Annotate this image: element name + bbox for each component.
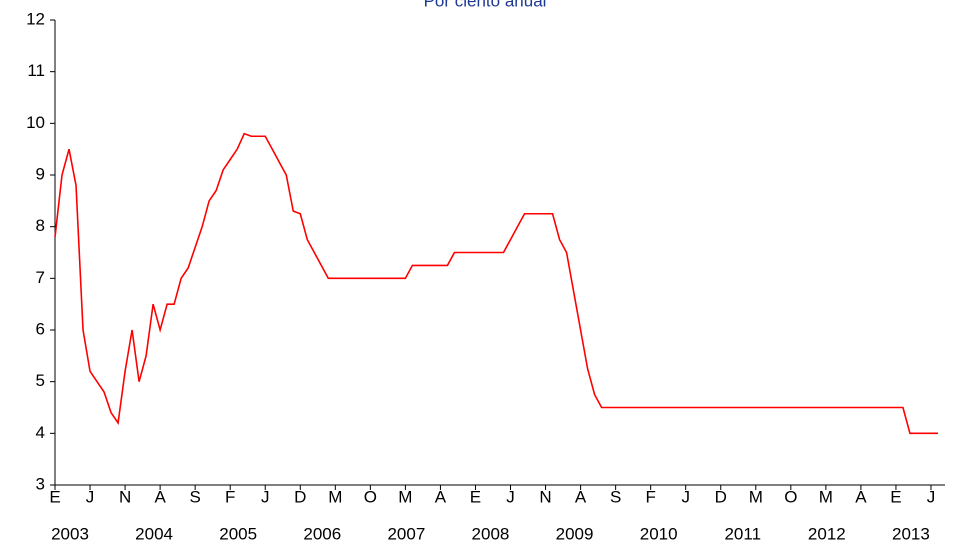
x-tick-label: A [855, 487, 867, 506]
x-tick-label: F [645, 487, 655, 506]
year-label: 2004 [135, 524, 173, 543]
x-tick-label: D [294, 487, 306, 506]
year-label: 2013 [892, 524, 930, 543]
x-tick-label: F [225, 487, 235, 506]
x-tick-label: N [539, 487, 551, 506]
year-label: 2006 [303, 524, 341, 543]
x-tick-label: E [890, 487, 901, 506]
y-tick-label: 5 [36, 371, 45, 390]
year-label: 2011 [724, 524, 761, 543]
y-tick-label: 9 [36, 164, 45, 183]
year-label: 2012 [808, 524, 846, 543]
year-label: 2007 [387, 524, 425, 543]
x-tick-label: D [715, 487, 727, 506]
year-label: 2008 [472, 524, 510, 543]
x-tick-label: J [681, 487, 690, 506]
year-label: 2003 [51, 524, 89, 543]
x-tick-label: O [364, 487, 377, 506]
x-tick-label: N [119, 487, 131, 506]
year-label: 2005 [219, 524, 257, 543]
y-tick-label: 6 [36, 319, 45, 338]
chart-title: Por ciento anual [424, 0, 547, 10]
y-tick-label: 8 [36, 216, 45, 235]
x-tick-label: A [154, 487, 166, 506]
y-tick-label: 12 [26, 9, 45, 28]
x-tick-label: E [49, 487, 60, 506]
x-tick-label: M [819, 487, 833, 506]
y-tick-label: 11 [27, 61, 45, 80]
x-tick-label: S [610, 487, 621, 506]
rate-line [54, 132, 938, 435]
x-tick-label: J [261, 487, 270, 506]
x-tick-label: O [784, 487, 797, 506]
y-tick-label: 3 [36, 474, 45, 493]
x-tick-label: S [189, 487, 200, 506]
x-tick-label: J [86, 487, 95, 506]
x-tick-label: M [328, 487, 342, 506]
x-tick-label: M [749, 487, 763, 506]
y-tick-label: 10 [26, 113, 45, 132]
year-label: 2010 [640, 524, 678, 543]
year-label: 2009 [556, 524, 594, 543]
y-tick-label: 7 [36, 268, 45, 287]
y-tick-label: 4 [36, 423, 45, 442]
x-tick-label: M [398, 487, 412, 506]
x-tick-label: A [435, 487, 447, 506]
x-tick-label: A [575, 487, 587, 506]
x-tick-label: J [927, 487, 936, 506]
x-tick-label: E [470, 487, 481, 506]
x-tick-label: J [506, 487, 515, 506]
